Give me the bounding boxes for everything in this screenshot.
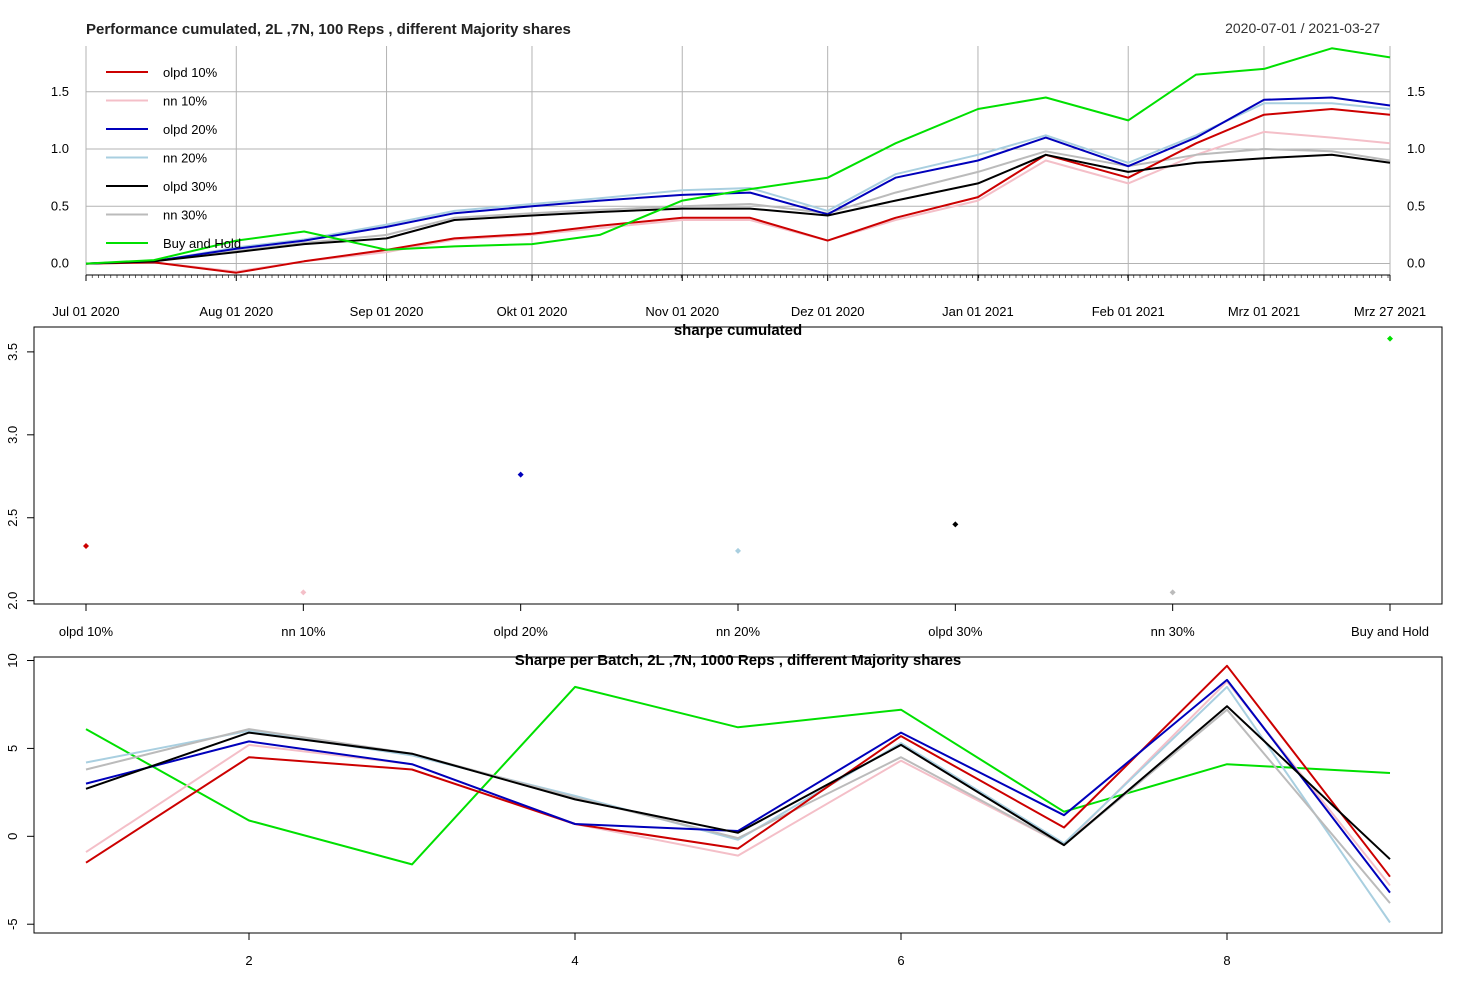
performance-x-tick-label: Nov 01 2020 bbox=[645, 304, 719, 319]
performance-y-tick-label-right: 0.0 bbox=[1407, 256, 1425, 271]
legend-label-nn-30: nn 30% bbox=[163, 208, 208, 223]
performance-line-buy-and-hold bbox=[85, 47, 1391, 265]
sharpe-cumulated-y-tick-label: 2.5 bbox=[5, 509, 20, 527]
sharpe-batch-x-tick-label: 2 bbox=[245, 953, 252, 968]
sharpe-point-nn-30 bbox=[1169, 589, 1176, 596]
performance-x-tick-label: Aug 01 2020 bbox=[199, 304, 273, 319]
sharpe-batch-frame bbox=[33, 656, 1443, 934]
performance-line-nn-10 bbox=[85, 130, 1391, 273]
sharpe-batch-y-tick-label: 5 bbox=[5, 745, 20, 752]
sharpe-batch-x-tick-label: 8 bbox=[1223, 953, 1230, 968]
legend-label-olpd-20: olpd 20% bbox=[163, 122, 218, 137]
sharpe-cumulated-x-tick-label: olpd 20% bbox=[494, 624, 549, 639]
sharpe-point-olpd-20 bbox=[517, 471, 524, 478]
sharpe-cumulated-y-tick-label: 3.5 bbox=[5, 343, 20, 361]
sharpe-batch-x-tick-label: 6 bbox=[897, 953, 904, 968]
performance-x-tick-label: Jul 01 2020 bbox=[52, 304, 119, 319]
sharpe-batch-line-nn-30 bbox=[85, 708, 1391, 904]
performance-x-tick-label: Sep 01 2020 bbox=[350, 304, 424, 319]
legend-label-buy-and-hold: Buy and Hold bbox=[163, 236, 241, 251]
sharpe-cumulated-x-tick-label: nn 10% bbox=[281, 624, 326, 639]
sharpe-batch-line-nn-10 bbox=[85, 680, 1391, 887]
performance-title: Performance cumulated, 2L ,7N, 100 Reps … bbox=[86, 21, 571, 38]
sharpe-cumulated-frame bbox=[33, 326, 1443, 605]
sharpe-cumulated-x-tick-label: Buy and Hold bbox=[1351, 624, 1429, 639]
sharpe-batch-line-nn-20 bbox=[85, 685, 1391, 924]
performance-y-tick-label-right: 1.0 bbox=[1407, 141, 1425, 156]
performance-panel: Jul 01 2020 Aug 01 2020 Sep 01 2020 Okt 01 … bbox=[51, 20, 1426, 319]
legend-label-nn-10: nn 10% bbox=[163, 94, 208, 109]
performance-y-tick-label-right: 0.5 bbox=[1407, 198, 1425, 213]
sharpe-batch-line-buy-and-hold bbox=[85, 685, 1391, 866]
sharpe-batch-x-tick-label: 4 bbox=[571, 953, 578, 968]
sharpe-point-nn-10 bbox=[300, 589, 307, 596]
performance-axes: Jul 01 2020 Aug 01 2020 Sep 01 2020 Okt 01 … bbox=[51, 84, 1426, 319]
sharpe-cumulated-x-tick-label: nn 30% bbox=[1151, 624, 1196, 639]
performance-y-tick-label-left: 1.0 bbox=[51, 141, 69, 156]
performance-x-tick-label: Feb 01 2021 bbox=[1092, 304, 1165, 319]
sharpe-batch-title: Sharpe per Batch, 2L ,7N, 1000 Reps , di… bbox=[515, 652, 962, 669]
performance-line-nn-20 bbox=[85, 102, 1391, 265]
performance-x-tick-label: Mrz 01 2021 bbox=[1228, 304, 1300, 319]
sharpe-batch-line-olpd-30 bbox=[85, 705, 1391, 860]
legend-label-nn-20: nn 20% bbox=[163, 151, 208, 166]
sharpe-point-olpd-10 bbox=[83, 542, 89, 549]
sharpe-point-buy-and-hold bbox=[1387, 335, 1393, 342]
sharpe-batch-line-olpd-10 bbox=[85, 664, 1391, 878]
sharpe-batch-line-olpd-20 bbox=[85, 678, 1391, 894]
performance-x-tick-label: Mrz 27 2021 bbox=[1354, 304, 1426, 319]
performance-legend: olpd 10% nn 10% olpd 20% nn 20% olpd 30% nn 3… bbox=[106, 65, 241, 251]
sharpe-batch-y-tick-label: 0 bbox=[5, 833, 20, 840]
sharpe-batch-y-tick-label: 10 bbox=[5, 653, 20, 667]
sharpe-cumulated-y-tick-label: 3.0 bbox=[5, 426, 20, 444]
performance-date-range: 2020-07-01 / 2021-03-27 bbox=[1225, 20, 1380, 36]
performance-x-tick-label: Dez 01 2020 bbox=[791, 304, 865, 319]
sharpe-batch-lines bbox=[85, 664, 1391, 924]
sharpe-cumulated-x-tick-label: nn 20% bbox=[716, 624, 761, 639]
sharpe-batch-axes: 2 4 6 8 -5 0 5 10 bbox=[5, 653, 1231, 968]
performance-x-tick-label: Okt 01 2020 bbox=[497, 304, 568, 319]
sharpe-cumulated-title: sharpe cumulated bbox=[674, 322, 802, 339]
sharpe-cumulated-x-tick-label: olpd 30% bbox=[928, 624, 983, 639]
sharpe-cumulated-panel: olpd 10% nn 10% olpd 20% nn 20% olpd 30% nn 3… bbox=[5, 322, 1443, 639]
performance-grid bbox=[85, 46, 1391, 275]
sharpe-point-nn-20 bbox=[735, 547, 741, 554]
legend-label-olpd-30: olpd 30% bbox=[163, 179, 218, 194]
performance-line-olpd-20 bbox=[85, 96, 1391, 265]
sharpe-point-olpd-30 bbox=[952, 521, 959, 528]
performance-y-tick-label-left: 1.5 bbox=[51, 84, 69, 99]
sharpe-cumulated-y-tick-label: 2.0 bbox=[5, 592, 20, 610]
sharpe-cumulated-axes: olpd 10% nn 10% olpd 20% nn 20% olpd 30% nn 3… bbox=[5, 343, 1429, 639]
performance-line-olpd-30 bbox=[85, 153, 1391, 265]
performance-y-tick-label-right: 1.5 bbox=[1407, 84, 1425, 99]
sharpe-cumulated-x-tick-label: olpd 10% bbox=[59, 624, 114, 639]
sharpe-batch-y-tick-label: -5 bbox=[5, 918, 20, 930]
legend-label-olpd-10: olpd 10% bbox=[163, 65, 218, 80]
sharpe-cumulated-points bbox=[83, 335, 1393, 596]
performance-line-olpd-10 bbox=[85, 108, 1391, 274]
performance-y-tick-label-left: 0.5 bbox=[51, 198, 69, 213]
sharpe-batch-panel: 2 4 6 8 -5 0 5 10 Sharpe per Batch, 2L ,7N, 100… bbox=[5, 652, 1443, 968]
performance-lines bbox=[85, 47, 1391, 274]
performance-x-tick-label: Jan 01 2021 bbox=[942, 304, 1014, 319]
performance-line-nn-30 bbox=[85, 148, 1391, 265]
performance-y-tick-label-left: 0.0 bbox=[51, 256, 69, 271]
